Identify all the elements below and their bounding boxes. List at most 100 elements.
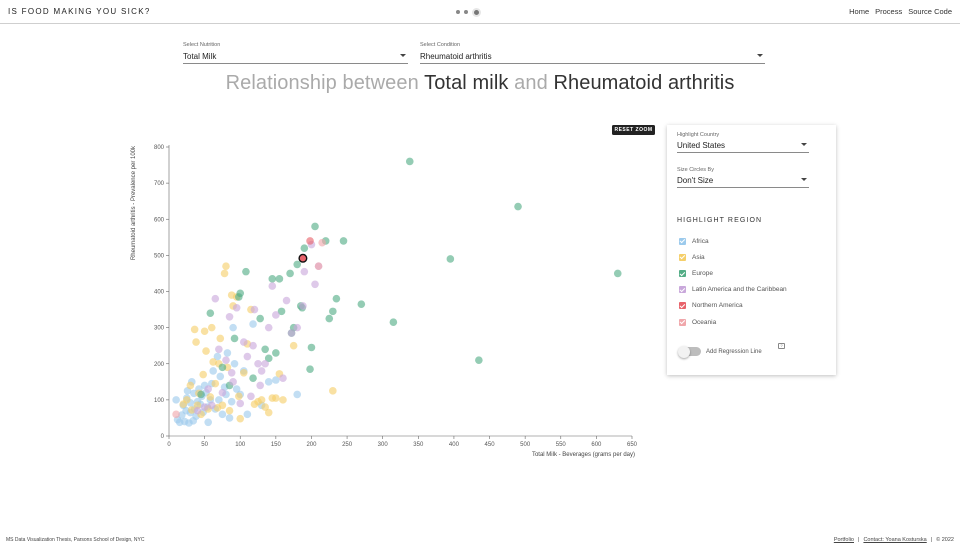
- data-point-europe[interactable]: [405, 157, 414, 166]
- data-point-europe[interactable]: [306, 365, 314, 373]
- data-point-europe[interactable]: [230, 334, 239, 343]
- data-point-africa[interactable]: [218, 410, 227, 419]
- data-point-latin-america-and-the-caribbean[interactable]: [264, 323, 273, 332]
- checkbox-checked-icon[interactable]: [679, 302, 686, 310]
- nav-home[interactable]: Home: [849, 7, 870, 16]
- data-point-latin-america-and-the-caribbean[interactable]: [222, 356, 230, 364]
- data-point-europe[interactable]: [249, 374, 257, 383]
- data-point-latin-america-and-the-caribbean[interactable]: [254, 359, 262, 368]
- data-point-latin-america-and-the-caribbean[interactable]: [249, 341, 257, 350]
- data-point-asia[interactable]: [225, 406, 234, 415]
- data-point-latin-america-and-the-caribbean[interactable]: [215, 345, 223, 354]
- data-point-africa[interactable]: [272, 376, 280, 384]
- data-point-asia[interactable]: [239, 368, 248, 377]
- data-point-europe[interactable]: [514, 202, 522, 211]
- data-point-europe[interactable]: [339, 237, 348, 245]
- data-point-asia[interactable]: [183, 396, 191, 404]
- data-point-asia[interactable]: [261, 403, 269, 411]
- data-point-europe[interactable]: [206, 309, 215, 317]
- checkbox-checked-icon[interactable]: [679, 286, 686, 294]
- highlight-country-select[interactable]: Highlight Country United States: [677, 131, 809, 153]
- checkbox-checked-icon[interactable]: [679, 269, 686, 277]
- data-point-asia[interactable]: [192, 338, 200, 346]
- data-point-europe[interactable]: [236, 289, 245, 298]
- data-point-asia[interactable]: [257, 396, 266, 404]
- data-point-africa[interactable]: [172, 396, 180, 404]
- data-point-latin-america-and-the-caribbean[interactable]: [239, 338, 248, 346]
- condition-select[interactable]: Select Condition Rheumatoid arthritis: [420, 41, 765, 64]
- data-point-europe[interactable]: [197, 390, 205, 399]
- data-point-asia[interactable]: [207, 323, 216, 332]
- data-point-europe[interactable]: [286, 269, 294, 278]
- data-point-europe[interactable]: [475, 356, 483, 364]
- data-point-asia[interactable]: [187, 406, 196, 414]
- data-point-africa[interactable]: [223, 349, 232, 357]
- help-icon[interactable]: ?: [778, 343, 785, 349]
- data-point-asia[interactable]: [200, 327, 209, 336]
- region-checkbox-northern-america[interactable]: Northern America: [679, 298, 787, 314]
- data-point-oceania[interactable]: [172, 410, 180, 419]
- data-point-africa[interactable]: [227, 397, 236, 406]
- data-point-latin-america-and-the-caribbean[interactable]: [279, 374, 287, 383]
- data-point-asia[interactable]: [216, 334, 225, 343]
- data-point-europe[interactable]: [256, 314, 264, 323]
- data-point-europe[interactable]: [242, 267, 250, 276]
- data-point-africa[interactable]: [225, 414, 234, 422]
- data-point-oceania[interactable]: [318, 238, 326, 247]
- data-point-asia[interactable]: [272, 394, 280, 402]
- page-dot-1[interactable]: [456, 10, 460, 14]
- data-point-africa[interactable]: [209, 367, 217, 375]
- data-point-latin-america-and-the-caribbean[interactable]: [282, 296, 291, 305]
- page-dot-2[interactable]: [464, 10, 468, 14]
- data-point-latin-america-and-the-caribbean[interactable]: [193, 406, 202, 415]
- data-point-asia[interactable]: [218, 401, 227, 410]
- data-point-asia[interactable]: [222, 262, 230, 271]
- data-point-latin-america-and-the-caribbean[interactable]: [211, 294, 220, 303]
- data-point-africa[interactable]: [230, 359, 239, 368]
- data-point-latin-america-and-the-caribbean[interactable]: [287, 329, 296, 337]
- data-point-europe[interactable]: [613, 269, 622, 278]
- data-point-asia[interactable]: [211, 379, 220, 388]
- data-point-latin-america-and-the-caribbean[interactable]: [293, 323, 302, 332]
- nav-process[interactable]: Process: [875, 7, 903, 16]
- data-point-europe[interactable]: [311, 222, 319, 231]
- region-checkbox-oceania[interactable]: Oceania: [679, 314, 787, 330]
- data-point-latin-america-and-the-caribbean[interactable]: [261, 359, 269, 368]
- data-point-europe[interactable]: [300, 244, 309, 252]
- brand-title[interactable]: IS FOOD MAKING YOU SICK?: [8, 7, 151, 16]
- data-point-latin-america-and-the-caribbean[interactable]: [207, 401, 216, 410]
- nutrition-select[interactable]: Select Nutrition Total Milk: [183, 41, 408, 64]
- data-point-europe[interactable]: [332, 294, 341, 303]
- nav-source-code[interactable]: Source Code: [908, 7, 952, 16]
- data-point-latin-america-and-the-caribbean[interactable]: [236, 399, 245, 408]
- data-point-latin-america-and-the-caribbean[interactable]: [227, 368, 236, 377]
- region-checkbox-latin-america-and-the-caribbean[interactable]: Latin America and the Caribbean: [679, 282, 787, 298]
- data-point-asia[interactable]: [202, 347, 210, 355]
- data-point-latin-america-and-the-caribbean[interactable]: [299, 302, 307, 310]
- data-point-europe[interactable]: [272, 349, 280, 357]
- highlighted-country-point[interactable]: [298, 253, 308, 263]
- data-point-latin-america-and-the-caribbean[interactable]: [311, 280, 319, 289]
- data-point-europe[interactable]: [268, 275, 277, 283]
- data-point-africa[interactable]: [293, 390, 302, 399]
- data-point-asia[interactable]: [190, 325, 199, 334]
- data-point-asia[interactable]: [206, 393, 215, 401]
- data-point-latin-america-and-the-caribbean[interactable]: [204, 385, 212, 393]
- data-point-europe[interactable]: [277, 307, 286, 316]
- data-point-latin-america-and-the-caribbean[interactable]: [300, 267, 309, 276]
- regression-toggle[interactable]: [678, 345, 701, 358]
- region-checkbox-africa[interactable]: Africa: [679, 233, 787, 249]
- data-point-latin-america-and-the-caribbean[interactable]: [257, 367, 266, 375]
- data-point-africa[interactable]: [204, 418, 212, 427]
- data-point-latin-america-and-the-caribbean[interactable]: [225, 312, 234, 321]
- data-point-europe[interactable]: [218, 363, 227, 372]
- data-point-latin-america-and-the-caribbean[interactable]: [232, 303, 241, 312]
- data-point-asia[interactable]: [199, 370, 207, 379]
- data-point-latin-america-and-the-caribbean[interactable]: [250, 305, 259, 314]
- page-dot-3-active[interactable]: [472, 7, 481, 17]
- region-checkbox-asia[interactable]: Asia: [679, 249, 787, 265]
- data-point-africa[interactable]: [215, 396, 223, 404]
- data-point-oceania[interactable]: [314, 262, 323, 271]
- data-point-asia[interactable]: [329, 387, 337, 395]
- data-point-asia[interactable]: [193, 401, 202, 410]
